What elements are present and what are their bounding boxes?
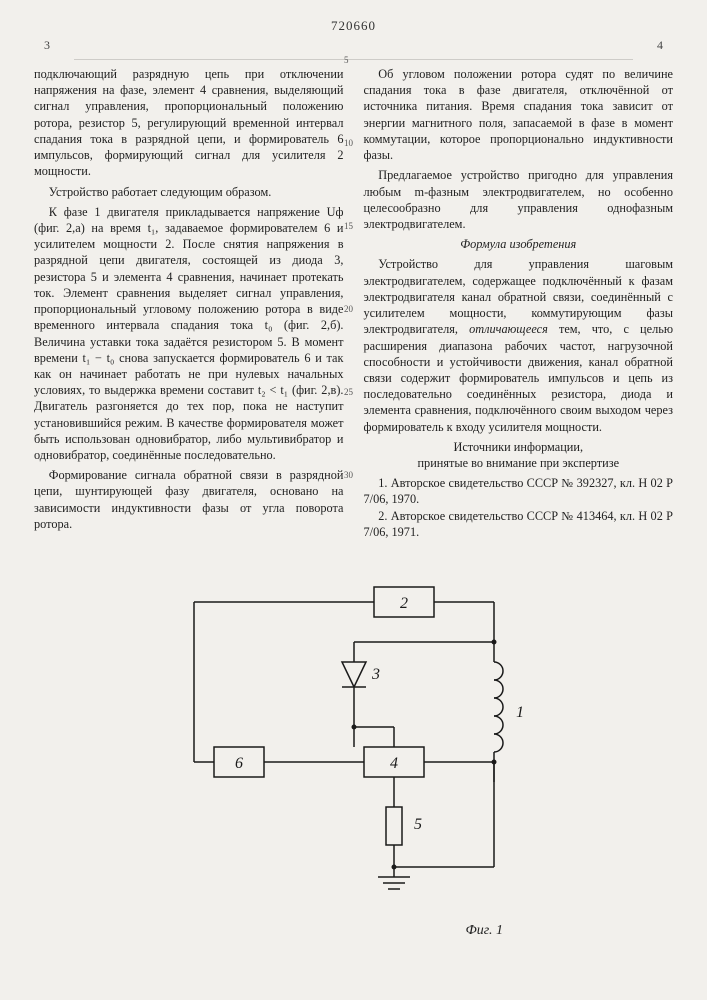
paragraph: Формирование сигнала обратной связи в ра…: [34, 467, 344, 532]
svg-text:6: 6: [235, 755, 243, 772]
claim-emphasis: отличающееся: [469, 322, 548, 336]
svg-text:3: 3: [371, 666, 380, 683]
body-text-columns: подключающий разрядную цепь при отключен…: [34, 66, 673, 551]
paragraph: Предлагаемое устройство пригодно для упр…: [364, 167, 674, 232]
references-heading: Источники информации, принятые во вниман…: [364, 439, 674, 471]
circuit-diagram: 2 6 4 3 1 5: [134, 567, 574, 927]
svg-text:2: 2: [400, 595, 408, 612]
page-num-right: 4: [657, 38, 663, 53]
paragraph-claim: Устройство для управления шаговым электр…: [364, 256, 674, 434]
reference-item: 1. Авторское свидетельство СССР № 392327…: [364, 475, 674, 507]
svg-text:5: 5: [414, 816, 422, 833]
figure-1: 2 6 4 3 1 5: [34, 567, 673, 927]
paragraph: подключающий разрядную цепь при отключен…: [34, 66, 344, 180]
paragraph: Устройство работает следующим образом.: [34, 184, 344, 200]
paragraph: К фазе 1 двигателя прикладывается напряж…: [34, 204, 344, 464]
svg-text:4: 4: [390, 755, 398, 772]
reference-item: 2. Авторское свидетельство СССР № 413464…: [364, 508, 674, 540]
header-rule: [74, 59, 633, 60]
doc-number: 720660: [34, 18, 673, 34]
paragraph: Об угловом положении ротора судят по вел…: [364, 66, 674, 163]
line-number-marks: 5 10 15 20 25 30: [344, 55, 353, 480]
page-num-left: 3: [44, 38, 50, 53]
formula-heading: Формула изобретения: [364, 236, 674, 252]
svg-text:1: 1: [516, 704, 524, 721]
